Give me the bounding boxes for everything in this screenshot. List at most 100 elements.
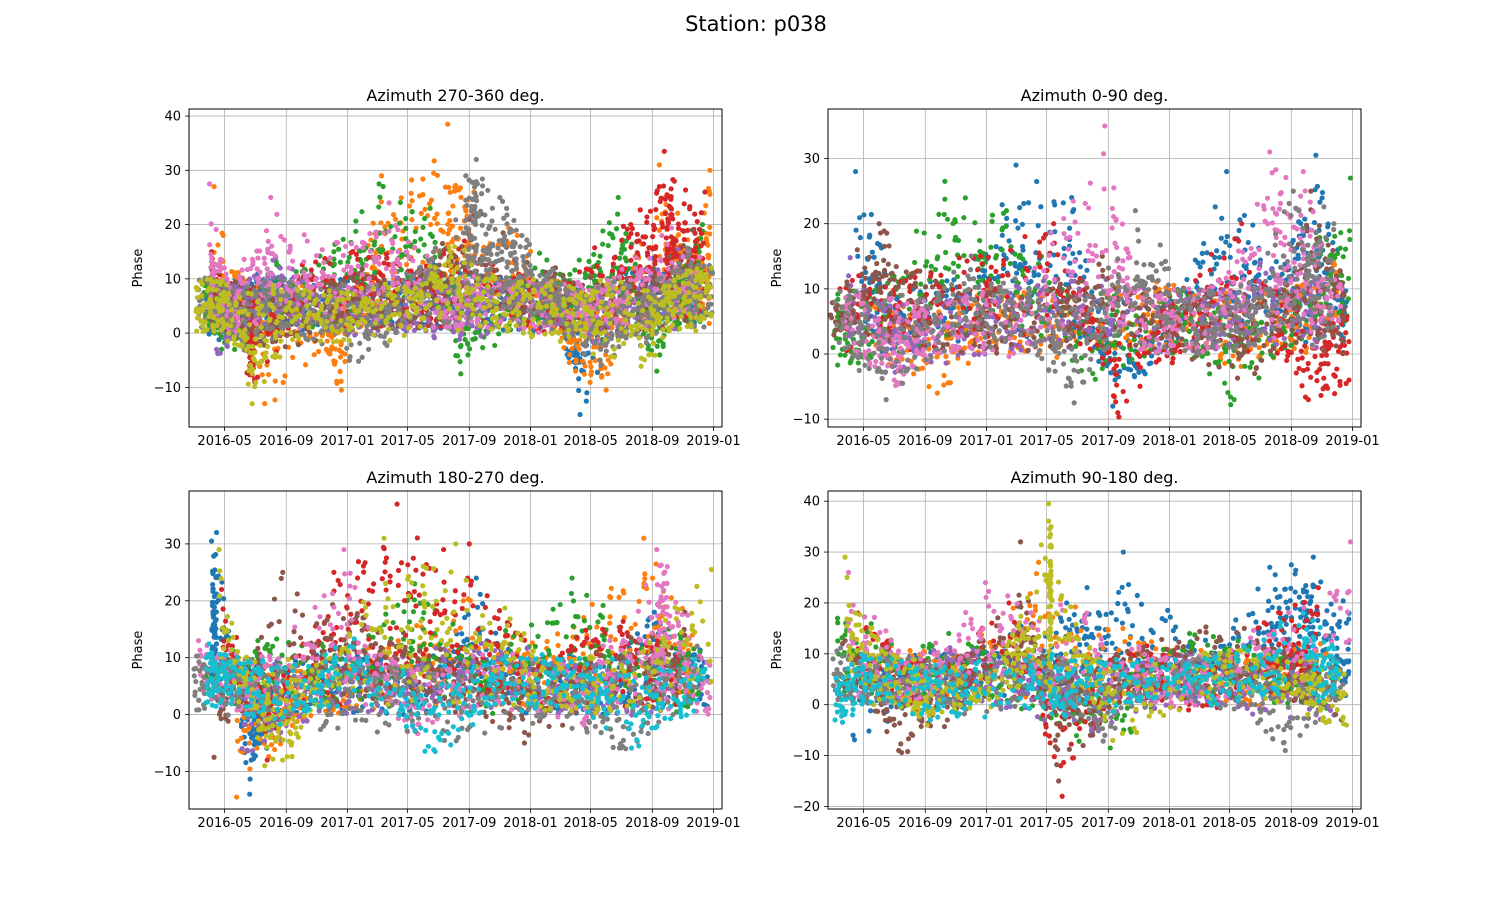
data-point	[377, 249, 384, 255]
data-point	[670, 216, 676, 222]
data-point	[340, 236, 346, 242]
data-point	[311, 352, 317, 358]
data-point	[324, 338, 330, 344]
data-point	[583, 398, 589, 404]
data-point	[403, 244, 409, 250]
data-point	[650, 234, 656, 240]
data-point	[621, 246, 628, 252]
data-point	[290, 354, 296, 360]
data-point	[600, 241, 606, 247]
data-point	[685, 227, 691, 233]
data-point	[386, 228, 392, 234]
data-point	[660, 343, 666, 350]
data-point	[453, 352, 459, 359]
data-point	[342, 358, 348, 365]
data-point	[703, 203, 709, 209]
data-point	[573, 359, 579, 365]
data-point	[376, 261, 382, 267]
data-point	[463, 325, 469, 331]
data-point	[355, 256, 361, 262]
subplot-azimuth-270-360: 2016-05 2016-09 2017-01 2017-05 2017-09 2018-…	[131, 86, 741, 449]
data-point	[500, 327, 506, 333]
data-point	[280, 379, 286, 386]
data-point	[657, 352, 663, 358]
data-point	[383, 251, 389, 257]
data-point	[431, 158, 437, 164]
data-point	[434, 220, 440, 227]
data-point	[372, 259, 378, 265]
data-point	[668, 205, 674, 211]
data-point	[269, 271, 275, 277]
data-point	[417, 264, 424, 270]
data-point	[372, 269, 378, 275]
data-point	[438, 227, 444, 233]
data-point	[608, 361, 614, 367]
data-point	[692, 211, 698, 217]
data-point	[279, 273, 285, 279]
data-point	[303, 336, 309, 342]
data-point	[321, 259, 327, 266]
data-point	[453, 254, 459, 260]
data-point	[426, 310, 433, 317]
data-point	[412, 244, 418, 250]
data-point	[262, 401, 268, 407]
data-point	[687, 203, 693, 210]
data-point	[355, 263, 361, 269]
data-point	[369, 265, 375, 271]
data-point	[582, 363, 588, 369]
data-point	[394, 329, 400, 335]
data-point	[629, 225, 635, 232]
data-point	[241, 256, 247, 262]
data-point	[295, 342, 301, 348]
data-point	[326, 350, 332, 356]
y-tick-label: 40	[164, 110, 181, 125]
y-tick-label: 0	[173, 327, 181, 342]
data-point	[441, 319, 447, 325]
data-point	[274, 211, 280, 217]
data-point	[606, 220, 612, 226]
data-point	[388, 249, 395, 255]
data-point	[698, 210, 704, 216]
data-point	[313, 276, 319, 282]
data-point	[231, 286, 237, 292]
data-point	[208, 221, 214, 227]
data-point	[496, 331, 502, 337]
data-point	[665, 266, 671, 272]
data-point	[424, 269, 430, 276]
data-point	[334, 378, 340, 384]
data-point	[681, 201, 687, 207]
data-point	[359, 266, 365, 272]
data-point	[257, 248, 263, 254]
data-point	[446, 184, 452, 190]
data-point	[472, 269, 478, 275]
data-point	[694, 219, 700, 225]
data-point	[262, 278, 268, 284]
data-point	[658, 258, 664, 264]
data-point	[647, 255, 653, 261]
y-tick-label: 20	[164, 218, 181, 233]
data-point	[390, 240, 396, 246]
data-point	[339, 305, 345, 312]
data-point	[337, 259, 344, 265]
data-point	[663, 235, 669, 241]
data-point	[338, 378, 344, 384]
data-point	[467, 234, 473, 241]
data-point	[634, 291, 640, 297]
data-point	[591, 251, 597, 258]
data-point	[576, 337, 583, 343]
data-point	[641, 241, 647, 247]
data-point	[282, 373, 288, 379]
data-point	[293, 273, 299, 280]
data-point	[315, 348, 322, 355]
data-point	[355, 358, 362, 364]
data-point	[353, 244, 360, 251]
data-point	[371, 242, 377, 248]
data-point	[254, 374, 261, 380]
data-point	[594, 263, 600, 269]
data-point	[215, 242, 221, 248]
data-point	[493, 267, 500, 273]
data-point	[420, 224, 426, 231]
data-point	[569, 345, 575, 352]
data-point	[628, 230, 634, 237]
data-point	[692, 245, 699, 251]
